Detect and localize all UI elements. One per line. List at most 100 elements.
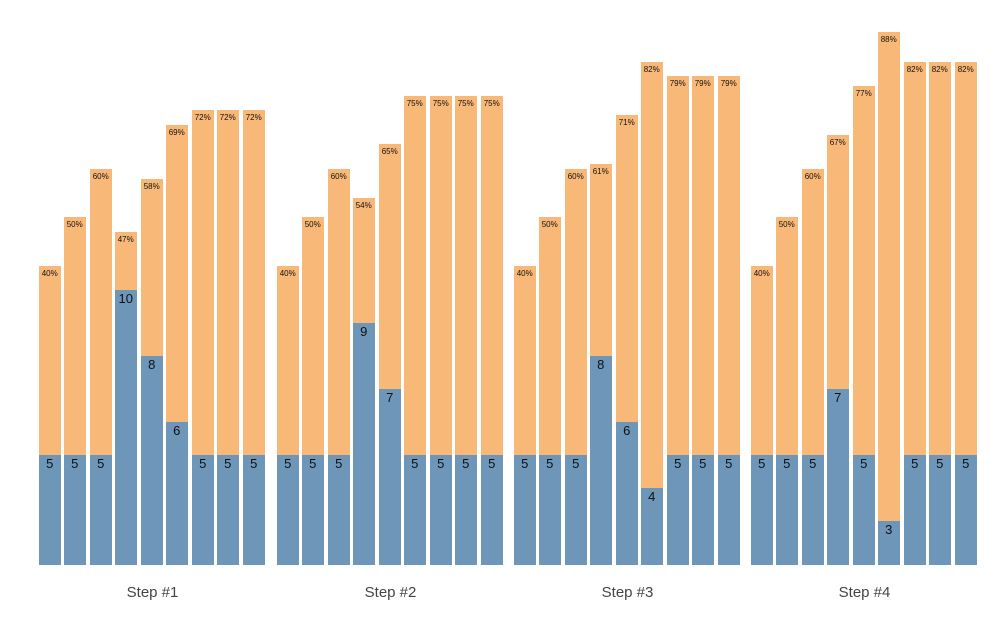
- stacked-bar: 40% 5: [751, 266, 773, 565]
- blue-segment: [166, 422, 188, 565]
- blue-value-label: 5: [674, 456, 682, 471]
- blue-value-label: 5: [71, 456, 79, 471]
- stacked-bar: 50% 5: [776, 217, 798, 565]
- blue-segment: [481, 455, 503, 565]
- blue-segment: [616, 422, 638, 565]
- percent-label: 60%: [567, 172, 584, 181]
- orange-segment: [904, 62, 926, 565]
- blue-segment: [776, 455, 798, 565]
- blue-value-label: 5: [911, 456, 919, 471]
- percent-label: 72%: [194, 113, 211, 122]
- blue-segment: [802, 455, 824, 565]
- percent-label: 75%: [406, 99, 423, 108]
- percent-label: 82%: [906, 65, 923, 74]
- blue-value-label: 8: [597, 357, 605, 372]
- blue-value-label: 5: [783, 456, 791, 471]
- blue-segment: [853, 455, 875, 565]
- blue-value-label: 10: [118, 291, 133, 306]
- stacked-bar: 50% 5: [302, 217, 324, 565]
- stacked-bar: 71% 6: [616, 115, 638, 565]
- blue-segment: [353, 323, 375, 565]
- percent-label: 75%: [457, 99, 474, 108]
- blue-segment: [115, 290, 137, 565]
- stacked-bar: 79% 5: [692, 76, 714, 565]
- percent-label: 50%: [66, 220, 83, 229]
- blue-value-label: 5: [97, 456, 105, 471]
- blue-segment: [141, 356, 163, 565]
- stacked-bar: 82% 5: [929, 62, 951, 565]
- orange-segment: [217, 110, 239, 565]
- blue-segment: [430, 455, 452, 565]
- orange-segment: [641, 62, 663, 565]
- percent-label: 40%: [41, 269, 58, 278]
- blue-value-label: 5: [572, 456, 580, 471]
- blue-segment: [90, 455, 112, 565]
- blue-segment: [641, 488, 663, 565]
- stacked-bar: 69% 6: [166, 125, 188, 565]
- stacked-bar: 72% 5: [192, 110, 214, 565]
- stacked-bar: 67% 7: [827, 135, 849, 565]
- blue-segment: [955, 455, 977, 565]
- stacked-bar: 72% 5: [217, 110, 239, 565]
- percent-label: 60%: [92, 172, 109, 181]
- blue-segment: [192, 455, 214, 565]
- percent-label: 67%: [829, 138, 846, 147]
- stacked-bar: 47% 10: [115, 232, 137, 565]
- blue-segment: [217, 455, 239, 565]
- percent-label: 82%: [957, 65, 974, 74]
- blue-segment: [590, 356, 612, 565]
- stacked-bar: 60% 5: [802, 169, 824, 565]
- percent-label: 75%: [432, 99, 449, 108]
- stacked-bar: 50% 5: [64, 217, 86, 565]
- blue-value-label: 7: [386, 390, 394, 405]
- percent-label: 82%: [643, 65, 660, 74]
- blue-value-label: 6: [173, 423, 181, 438]
- step-1-label: Step #1: [126, 584, 179, 601]
- stacked-bar: 79% 5: [667, 76, 689, 565]
- orange-segment: [667, 76, 689, 565]
- stacked-bar: 75% 5: [481, 96, 503, 565]
- orange-segment: [853, 86, 875, 565]
- stacked-bar: 88% 3: [878, 32, 900, 565]
- stacked-bar: 40% 5: [39, 266, 61, 565]
- blue-value-label: 5: [199, 456, 207, 471]
- percent-label: 65%: [381, 147, 398, 156]
- blue-value-label: 5: [224, 456, 232, 471]
- blue-value-label: 5: [250, 456, 258, 471]
- stacked-bar: 65% 7: [379, 144, 401, 565]
- blue-value-label: 5: [962, 456, 970, 471]
- blue-segment: [751, 455, 773, 565]
- percent-label: 50%: [541, 220, 558, 229]
- orange-segment: [929, 62, 951, 565]
- blue-value-label: 5: [462, 456, 470, 471]
- orange-segment: [955, 62, 977, 565]
- stacked-bar: 60% 5: [565, 169, 587, 565]
- blue-value-label: 5: [335, 456, 343, 471]
- blue-segment: [302, 455, 324, 565]
- orange-segment: [192, 110, 214, 565]
- percent-label: 71%: [618, 118, 635, 127]
- stacked-bar: 60% 5: [328, 169, 350, 565]
- blue-segment: [565, 455, 587, 565]
- blue-value-label: 5: [936, 456, 944, 471]
- step-4-label: Step #4: [838, 584, 891, 601]
- percent-label: 40%: [753, 269, 770, 278]
- stacked-bar: 79% 5: [718, 76, 740, 565]
- blue-value-label: 5: [758, 456, 766, 471]
- blue-segment: [243, 455, 265, 565]
- blue-value-label: 5: [284, 456, 292, 471]
- percent-label: 72%: [245, 113, 262, 122]
- blue-value-label: 6: [623, 423, 631, 438]
- blue-segment: [328, 455, 350, 565]
- percent-label: 50%: [304, 220, 321, 229]
- percent-label: 75%: [483, 99, 500, 108]
- blue-segment: [455, 455, 477, 565]
- percent-label: 88%: [880, 35, 897, 44]
- blue-segment: [539, 455, 561, 565]
- blue-segment: [64, 455, 86, 565]
- blue-value-label: 9: [360, 324, 368, 339]
- blue-value-label: 8: [148, 357, 156, 372]
- stacked-bar: 54% 9: [353, 198, 375, 565]
- stacked-bar: 50% 5: [539, 217, 561, 565]
